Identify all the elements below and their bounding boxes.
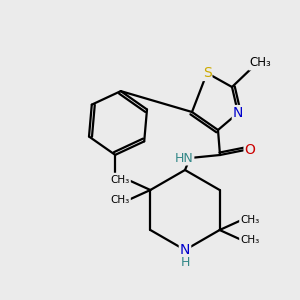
Text: F: F (109, 174, 117, 188)
Text: S: S (202, 66, 211, 80)
Text: CH₃: CH₃ (240, 235, 259, 245)
Text: CH₃: CH₃ (111, 195, 130, 205)
Text: N: N (180, 243, 190, 257)
Text: O: O (244, 143, 255, 157)
Text: H: H (180, 256, 190, 268)
Text: N: N (233, 106, 243, 120)
Text: HN: HN (175, 152, 194, 164)
Text: CH₃: CH₃ (111, 175, 130, 185)
Text: CH₃: CH₃ (249, 56, 271, 70)
Text: CH₃: CH₃ (240, 215, 259, 225)
